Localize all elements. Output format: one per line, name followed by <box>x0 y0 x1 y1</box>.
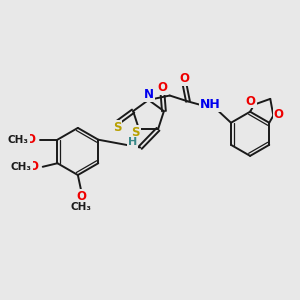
Text: O: O <box>246 94 256 107</box>
Text: NH: NH <box>200 98 221 111</box>
Text: O: O <box>274 108 284 121</box>
Text: CH₃: CH₃ <box>71 202 92 212</box>
Text: O: O <box>179 72 190 85</box>
Text: N: N <box>144 88 154 101</box>
Text: CH₃: CH₃ <box>11 162 32 172</box>
Text: H: H <box>128 137 137 147</box>
Text: S: S <box>113 121 121 134</box>
Text: S: S <box>131 126 140 139</box>
Text: O: O <box>158 81 167 94</box>
Text: O: O <box>28 160 38 173</box>
Text: O: O <box>76 190 86 203</box>
Text: CH₃: CH₃ <box>8 135 29 145</box>
Text: O: O <box>25 133 35 146</box>
